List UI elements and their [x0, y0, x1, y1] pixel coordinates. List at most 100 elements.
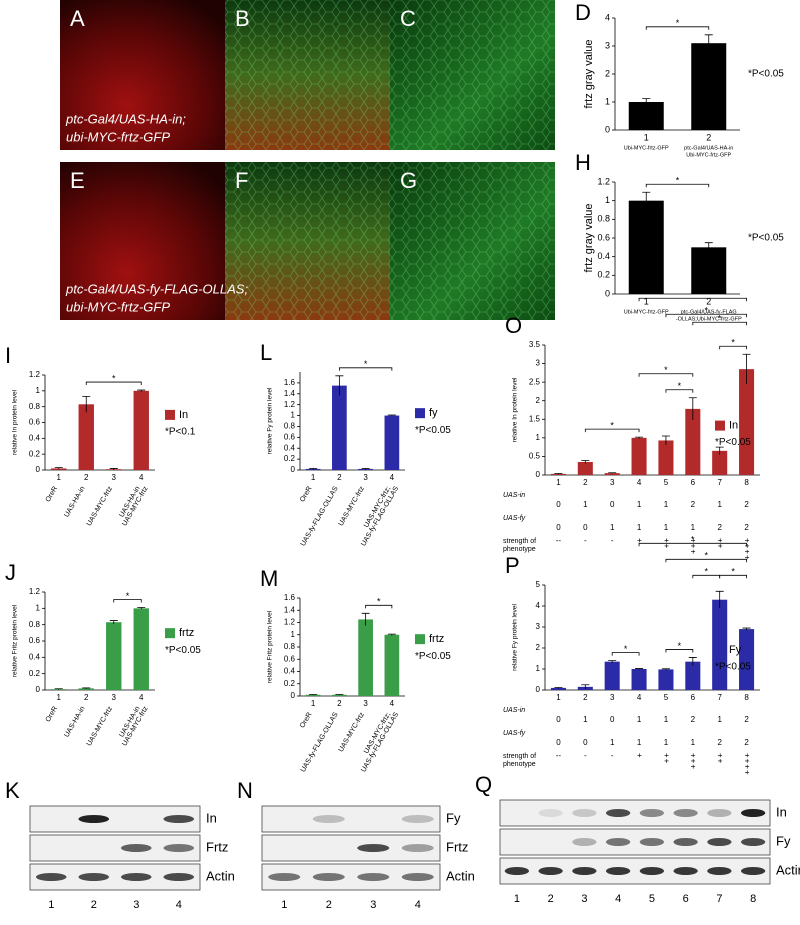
bar	[133, 390, 149, 470]
y-tick-label: 1	[291, 411, 296, 420]
table-cell: +	[635, 753, 644, 759]
category-name: UAS-MYC-frtz	[338, 485, 366, 527]
blot-band	[572, 867, 597, 875]
y-tick-label: 2	[605, 68, 610, 78]
x-tick-label: 1	[57, 473, 62, 482]
table-row-label: phenotype	[503, 546, 536, 553]
lane-number: 1	[281, 899, 287, 911]
blot-band	[740, 809, 766, 817]
micrograph-mesh	[390, 0, 555, 150]
blot-band	[504, 867, 530, 875]
table-cell: 1	[637, 738, 642, 747]
table-cell: 0	[556, 500, 561, 509]
blot-band	[605, 838, 631, 846]
bar	[628, 102, 664, 130]
bar	[739, 369, 755, 475]
error-bar	[661, 668, 670, 671]
y-tick-label: 1.2	[284, 400, 296, 409]
y-tick-label: 1	[536, 433, 541, 442]
significance-label: *	[704, 306, 708, 316]
table-cell: 1	[637, 523, 642, 532]
error-bar	[361, 612, 370, 626]
x-tick-label: 4	[637, 478, 642, 487]
table-cell: 2	[744, 738, 749, 747]
micrograph-caption: ptc-Gal4/UAS-HA-in;	[65, 111, 186, 126]
y-tick-label: 1.2	[597, 176, 610, 186]
x-tick-label: 1	[556, 478, 561, 487]
table-row-label: UAS-in	[503, 707, 525, 714]
table-cell: 0	[556, 523, 561, 532]
bar	[305, 694, 321, 696]
significance-bracket	[645, 183, 710, 188]
y-tick-label: 5	[536, 580, 541, 589]
panel-letter: J	[5, 560, 16, 585]
x-tick-label: 4	[139, 693, 144, 702]
legend-label: In	[179, 409, 188, 421]
error-bar	[387, 633, 396, 636]
table-cell: -	[584, 536, 587, 545]
error-bar	[109, 620, 118, 624]
blot-band	[357, 873, 390, 881]
y-tick-label: 0	[291, 691, 296, 700]
blot-band	[163, 844, 195, 852]
error-bar	[137, 607, 146, 610]
error-bar	[54, 688, 63, 690]
y-tick-label: 1	[36, 386, 41, 395]
error-bar	[688, 397, 697, 421]
annotation: *P<0.05	[715, 662, 751, 673]
blot-band	[538, 809, 563, 817]
panel-letter: O	[505, 313, 522, 338]
error-bar	[704, 242, 713, 252]
x-tick-label: 2	[706, 296, 711, 306]
blot-row-label: Actin	[776, 862, 800, 877]
y-axis-label: frtz gray value	[583, 203, 595, 272]
category-name: UAS-MYC-frtz	[338, 711, 366, 753]
table-cell: --	[556, 536, 562, 545]
table-cell: +++	[689, 753, 698, 770]
blot-band	[401, 815, 434, 823]
table-row-label: UAS-fy	[503, 730, 526, 737]
y-tick-label: 0.6	[284, 654, 296, 663]
category-name: Ubi-MYC-frtz-GFP	[624, 145, 669, 151]
blot-band	[707, 838, 732, 846]
panel-letter: N	[237, 778, 253, 803]
table-cell: 2	[744, 523, 749, 532]
blot-band	[120, 844, 152, 852]
y-tick-label: 0	[36, 465, 41, 474]
blot-band	[639, 867, 665, 875]
y-tick-label: 1	[605, 96, 610, 106]
y-axis-label: relative Fy protein level	[267, 387, 274, 454]
category-name: ptc-Gal4/UAS-fy-FLAG	[681, 309, 737, 315]
blot-row-label: Actin	[206, 868, 235, 883]
bar	[685, 661, 701, 690]
bar	[384, 634, 400, 696]
blot-band	[605, 809, 631, 817]
panel-letter: E	[70, 168, 85, 193]
lane-number: 3	[133, 899, 139, 911]
significance-label: *	[731, 567, 735, 577]
error-bar	[635, 668, 644, 670]
y-tick-label: 0.2	[29, 449, 41, 458]
x-tick-label: 1	[311, 699, 316, 708]
significance-label: *	[364, 359, 368, 369]
x-tick-label: 2	[84, 693, 89, 702]
y-tick-label: 0.8	[597, 214, 610, 224]
error-bar	[335, 375, 344, 396]
significance-bracket	[719, 345, 747, 350]
error-bar	[642, 98, 651, 106]
y-tick-label: 0.4	[284, 667, 296, 676]
bar	[577, 462, 593, 475]
significance-label: *	[718, 314, 722, 324]
y-axis-label: relative Fy protein level	[512, 604, 519, 671]
y-tick-label: 0	[36, 685, 41, 694]
bar	[631, 437, 647, 475]
legend-label: In	[729, 420, 738, 432]
lane-number: 3	[370, 899, 376, 911]
x-tick-label: 5	[664, 693, 669, 702]
bar	[712, 450, 728, 475]
x-tick-label: 2	[337, 699, 342, 708]
y-tick-label: 0.6	[29, 636, 41, 645]
x-tick-label: 4	[139, 473, 144, 482]
micrograph	[60, 162, 225, 320]
annotation: *P<0.05	[715, 437, 751, 448]
